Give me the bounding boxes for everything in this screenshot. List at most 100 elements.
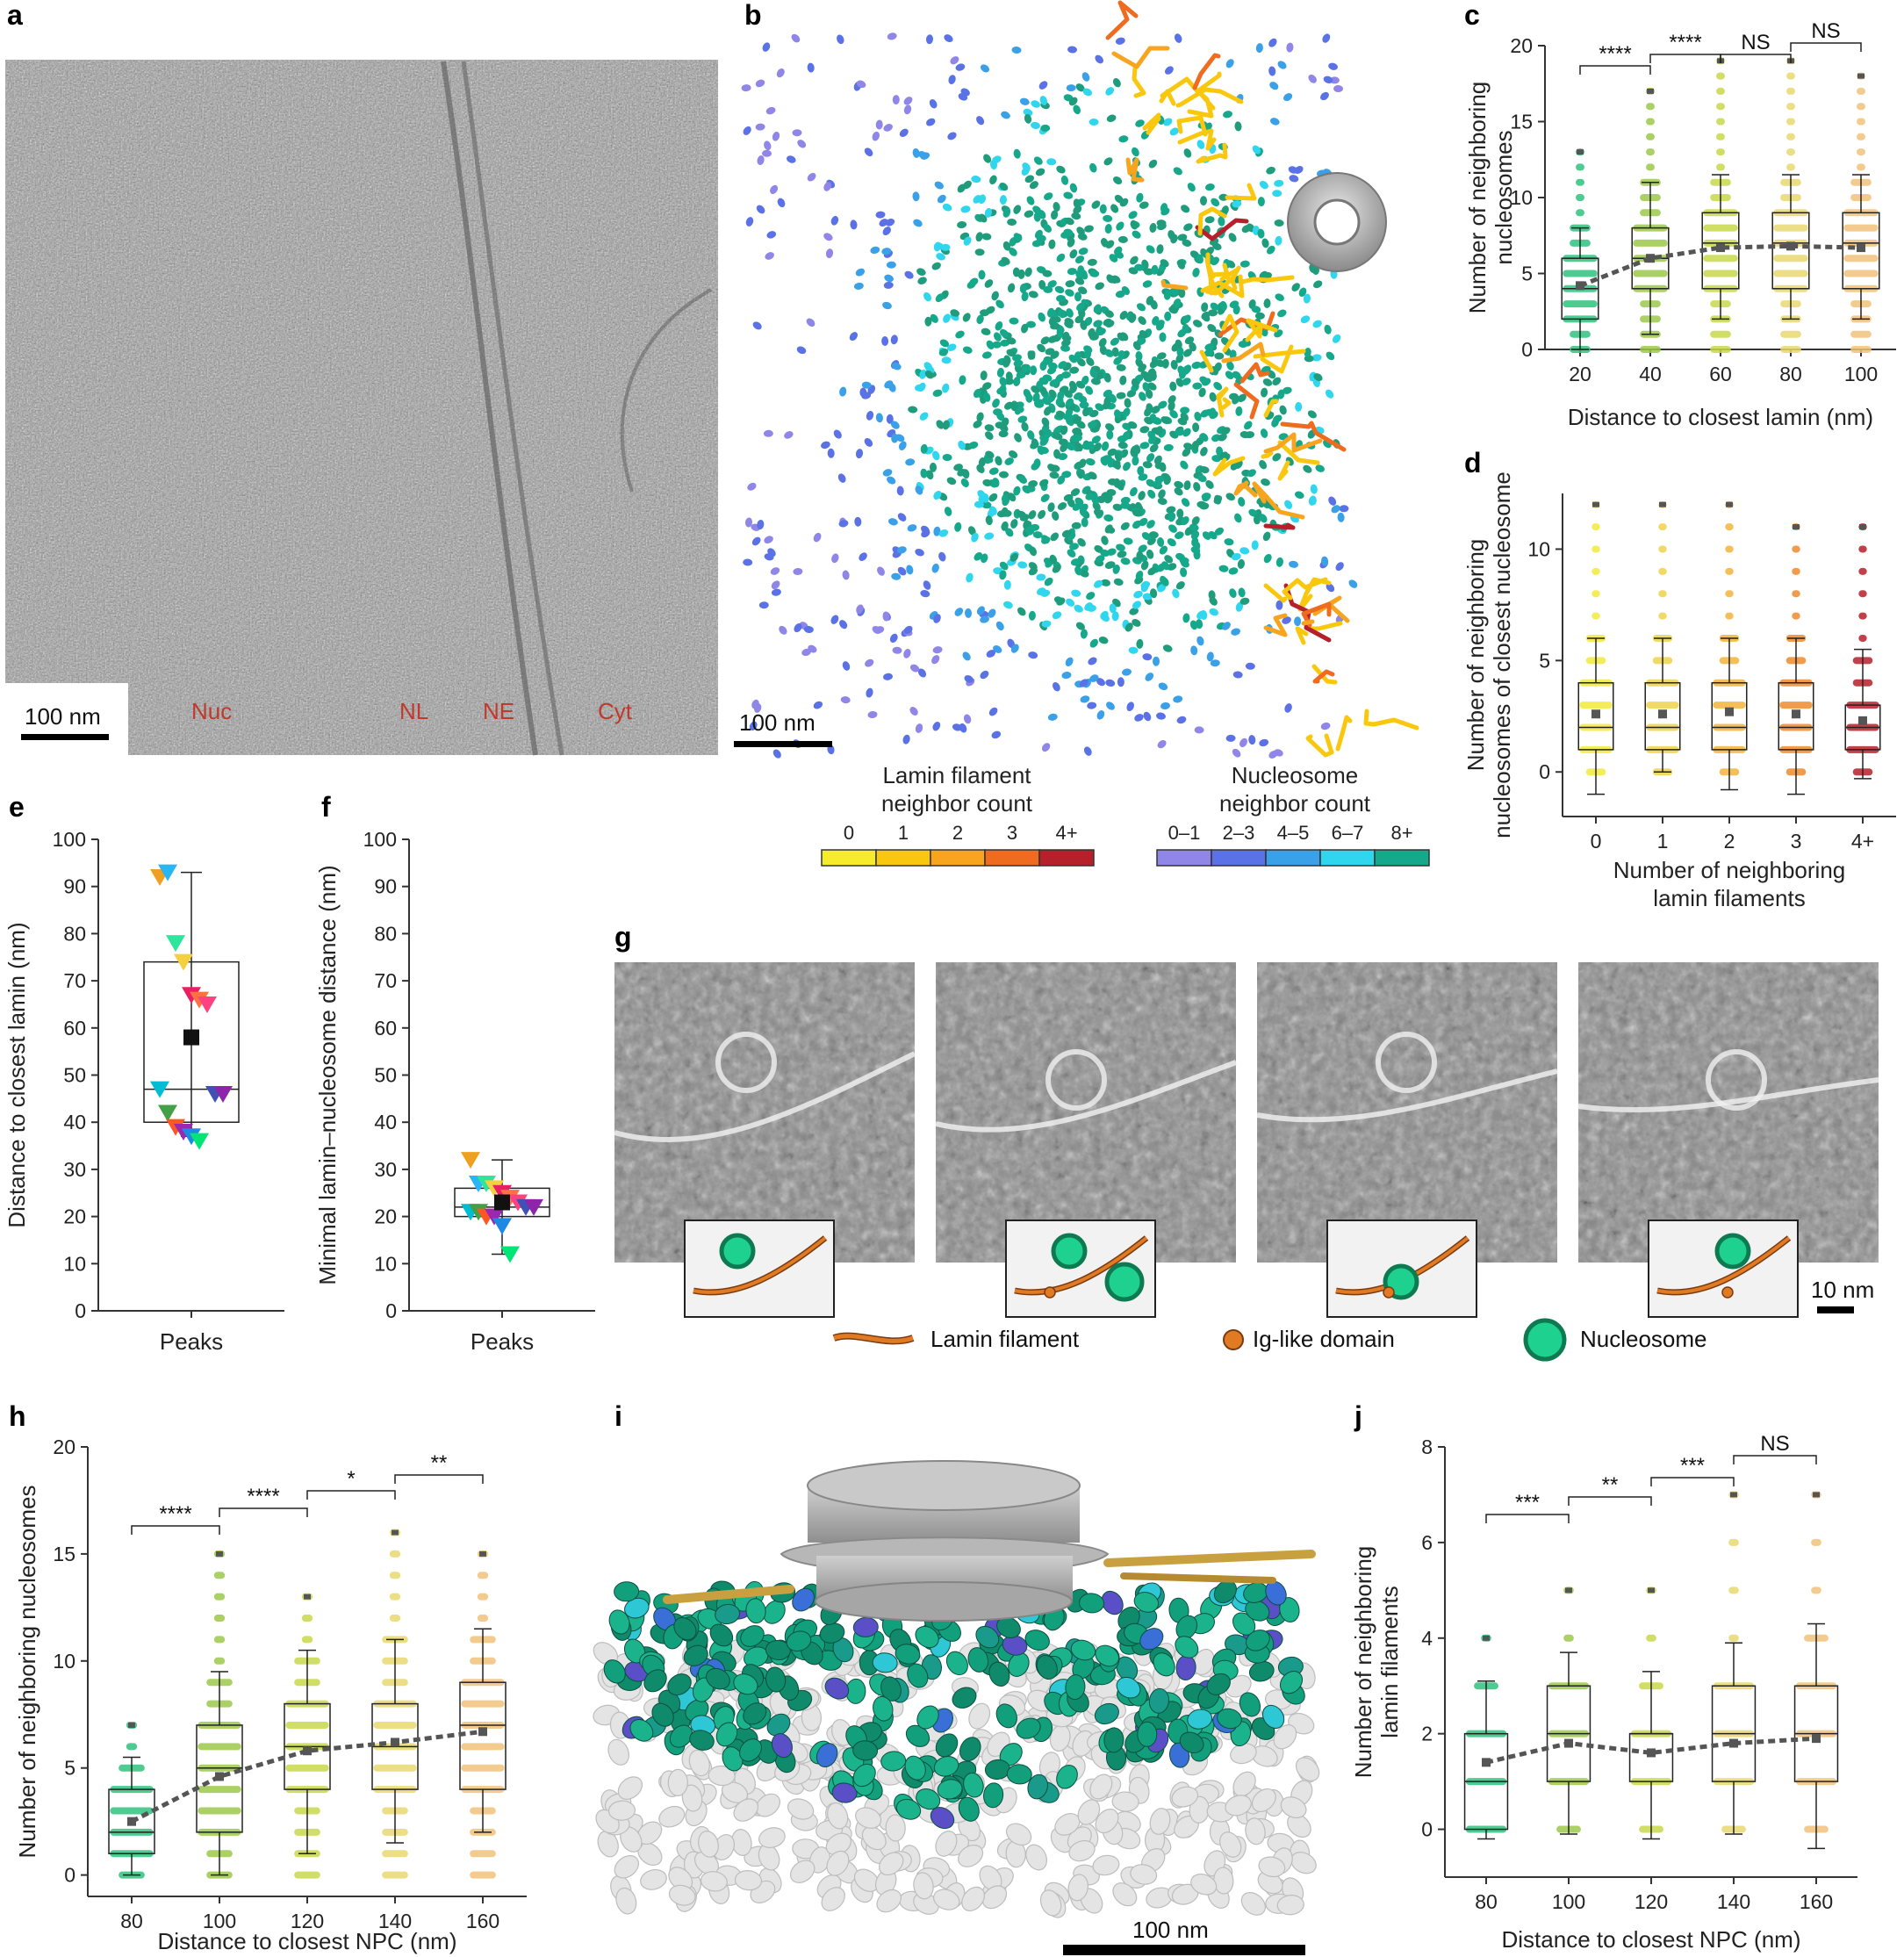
nucleosome-dot bbox=[1204, 183, 1215, 191]
nucleosome-dot bbox=[1122, 407, 1131, 417]
nucleosome-dot bbox=[983, 154, 992, 163]
nucleosome-dot bbox=[1201, 302, 1209, 313]
colored-nucleosome bbox=[1245, 1600, 1270, 1622]
nucleosome-dot bbox=[855, 449, 864, 459]
x-tick-label: 160 bbox=[1800, 1890, 1833, 1913]
y-tick-label: 6 bbox=[1421, 1531, 1433, 1554]
nucleosome-dot bbox=[839, 386, 847, 397]
nucleosome-dot bbox=[1038, 509, 1046, 520]
nucleosome-dot bbox=[882, 469, 893, 477]
x-tick-label: 4+ bbox=[1851, 830, 1874, 853]
nucleosome-dot bbox=[973, 388, 981, 399]
colorbar-tick: 0–1 bbox=[1168, 822, 1201, 844]
colored-nucleosome bbox=[1008, 1652, 1030, 1677]
data-point-band bbox=[1576, 209, 1584, 217]
data-point-band bbox=[1858, 634, 1867, 642]
nucleosome-dot bbox=[1103, 455, 1113, 463]
nucleosome-dot bbox=[762, 149, 772, 157]
nucleosome-dot bbox=[1159, 545, 1168, 555]
nucleosome-dot bbox=[765, 106, 776, 115]
nucleosome-dot bbox=[1132, 509, 1142, 517]
nucleosome-dot bbox=[1028, 610, 1036, 621]
nucleosome-dot bbox=[1129, 608, 1139, 615]
nucleosome-dot bbox=[1019, 514, 1030, 522]
lamin-rods-i bbox=[663, 1550, 1316, 1604]
gray-nucleosome bbox=[668, 1867, 693, 1891]
nucleosome-dot bbox=[838, 520, 849, 528]
nucleosome-dot bbox=[1139, 517, 1148, 527]
colored-nucleosome bbox=[895, 1798, 922, 1820]
box-100 bbox=[196, 1724, 243, 1833]
x-tick-label: 1 bbox=[1657, 830, 1669, 853]
nucleosome-dot bbox=[1052, 511, 1060, 522]
nucleosome-dot bbox=[1196, 254, 1203, 264]
nucleosome-dot bbox=[1183, 223, 1193, 232]
nucleosome-dot bbox=[1151, 406, 1160, 414]
nucleosome-dot bbox=[1134, 714, 1144, 722]
nucleosome-dot bbox=[1140, 371, 1150, 379]
nucleosome-dot bbox=[1193, 482, 1201, 492]
colored-nucleosome bbox=[673, 1617, 697, 1641]
nucleosome-dot bbox=[1024, 267, 1032, 277]
nucleosome-dot bbox=[960, 205, 971, 213]
box bbox=[143, 961, 240, 1123]
peak-point bbox=[492, 1218, 512, 1235]
nucleosome-dot bbox=[1054, 285, 1065, 294]
data-points-40 bbox=[1633, 87, 1668, 353]
nucleosome-dot bbox=[1238, 587, 1246, 598]
nucleosome-dot bbox=[1160, 203, 1168, 213]
data-point-band bbox=[1710, 330, 1731, 338]
nucleosome-dot bbox=[1183, 442, 1193, 450]
nucleosome-dot bbox=[1117, 235, 1128, 243]
nucleosome-dot bbox=[1048, 335, 1058, 343]
nucleosome-dot bbox=[1001, 507, 1009, 517]
gray-nucleosome bbox=[734, 1870, 763, 1891]
nucleosome-dot bbox=[1156, 712, 1166, 720]
data-point-band bbox=[1728, 1634, 1739, 1642]
data-point-band bbox=[1857, 163, 1865, 171]
nucleosome-dot bbox=[1123, 462, 1131, 471]
nucleosome-dot bbox=[974, 248, 985, 256]
nucleosome-dot bbox=[985, 450, 995, 459]
nucleosome-dot bbox=[995, 321, 1003, 331]
data-point-band bbox=[1786, 148, 1795, 156]
nucleosome-dot bbox=[1205, 479, 1214, 489]
nucleosome-dot bbox=[1189, 620, 1198, 630]
colored-nucleosome bbox=[963, 1772, 984, 1798]
colored-nucleosome bbox=[733, 1673, 758, 1695]
gray-nucleosome bbox=[755, 1793, 780, 1817]
colored-nucleosome bbox=[916, 1705, 939, 1730]
subtomogram-tiles bbox=[614, 962, 1879, 1318]
data-point-band bbox=[373, 1764, 417, 1772]
nucleosome-dot bbox=[1154, 475, 1165, 483]
nucleosome-dot bbox=[897, 546, 907, 554]
nucleosome-dot bbox=[1189, 342, 1196, 352]
nucleosome-dot bbox=[1027, 350, 1036, 360]
nucleosome-dot bbox=[1129, 486, 1138, 497]
nucleosome-dot bbox=[1024, 113, 1032, 124]
data-point-band bbox=[470, 1871, 496, 1879]
data-point-band bbox=[301, 1636, 313, 1644]
gray-nucleosome bbox=[821, 1887, 845, 1911]
y-tick-label: 0 bbox=[1539, 760, 1550, 783]
nucleosome-dot bbox=[1094, 579, 1103, 588]
peak-point bbox=[190, 1133, 209, 1150]
nucleosome-dot bbox=[981, 501, 992, 509]
nucleosome-dot bbox=[1119, 198, 1129, 207]
y-tick-label: 40 bbox=[374, 1111, 397, 1133]
nucleosome-dot bbox=[904, 270, 914, 279]
nucleosome-dot bbox=[1074, 351, 1081, 362]
nucleosome-dot bbox=[1219, 451, 1228, 460]
nucleosome-dot bbox=[1127, 421, 1138, 429]
nucleosome-dot bbox=[883, 673, 893, 680]
nucleosome-dot bbox=[1226, 361, 1234, 371]
gray-nucleosome bbox=[607, 1738, 629, 1766]
x-tick-label: 120 bbox=[291, 1910, 324, 1932]
schematic-box bbox=[1648, 1220, 1799, 1318]
nucleosome-dot bbox=[1232, 748, 1241, 758]
nucleosome-dot bbox=[1192, 382, 1203, 390]
nucleosome-dot bbox=[865, 658, 874, 667]
nucleosome-dot bbox=[1139, 392, 1146, 401]
